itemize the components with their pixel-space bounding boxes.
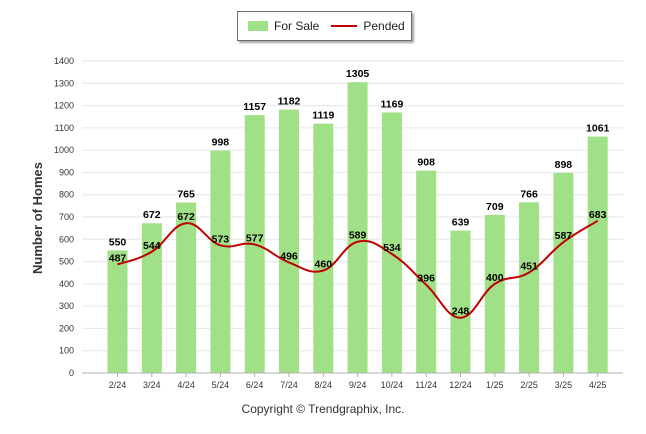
x-tick-label: 3/25 [555,380,573,390]
y-tick-label: 900 [59,167,74,177]
bar [279,109,299,373]
y-tick-label: 400 [59,279,74,289]
x-tick-label: 2/25 [520,380,538,390]
bar-value-label: 1157 [243,101,266,113]
legend-label-for-sale: For Sale [274,19,320,33]
legend-line-swatch [331,25,358,27]
y-tick-label: 1400 [54,56,74,66]
bar-value-label: 1182 [278,96,301,108]
x-tick-label: 4/24 [177,380,195,390]
line-value-label: 589 [349,230,367,242]
line-value-label: 487 [109,252,127,264]
line-value-label: 460 [315,258,333,270]
line-value-label: 400 [486,272,504,284]
line-value-label: 544 [143,240,161,252]
legend-bar-swatch [248,21,268,31]
chart-axes: 0 100 200 300 400 500 600 700 800 900 1000 1100 1200… [54,56,623,390]
bar-value-label: 1169 [381,98,404,110]
line-value-label: 573 [212,233,230,245]
x-tick-label: 9/24 [349,380,367,390]
data-labels: 550 672 765 998 1157 1182 1119 1305 1169 908 639 70… [109,68,610,318]
line-value-label: 451 [520,260,538,272]
line-value-label: 577 [246,232,264,244]
line-value-label: 248 [452,306,470,318]
bar [210,150,231,373]
y-tick-label: 700 [59,212,74,222]
bar [553,172,574,373]
x-tick-label: 10/24 [381,380,404,390]
line-value-label: 587 [555,230,573,242]
y-tick-label: 300 [59,301,74,311]
bar [587,136,608,373]
y-tick-label: 800 [59,190,74,200]
bar-value-label: 1305 [346,68,370,80]
y-tick-label: 1300 [54,78,74,88]
y-tick-label: 1100 [55,123,74,133]
bar [176,202,197,373]
x-tick-label: 4/25 [589,380,607,390]
bar [416,170,437,373]
y-tick-label: 500 [59,257,74,267]
bar [107,250,128,373]
legend-item-for-sale: For Sale [248,19,319,33]
x-tick-label: 12/24 [449,380,472,390]
line-value-label: 396 [417,273,435,285]
bar [313,123,334,373]
x-tick-label: 11/24 [415,380,437,390]
bar-series [107,82,608,374]
bar [519,202,540,373]
legend-item-pended: Pended [331,19,405,33]
y-axis-title: Number of Homes [30,162,45,274]
bar [484,214,505,373]
bar-value-label: 998 [212,137,230,149]
bar [347,82,368,374]
bar-value-label: 1119 [312,110,334,122]
bar [141,223,162,373]
bar-value-label: 898 [555,159,573,171]
line-value-label: 672 [177,211,195,223]
y-tick-label: 100 [59,346,74,356]
bar-value-label: 709 [486,201,504,213]
bar-value-label: 908 [417,157,435,169]
bar-value-label: 672 [143,209,161,221]
line-value-label: 534 [383,242,401,254]
copyright-text: Copyright © Trendgraphix, Inc. [241,402,405,416]
x-tick-label: 3/24 [143,380,161,390]
x-tick-label: 8/24 [315,380,333,390]
legend-label-pended: Pended [363,19,405,33]
bar-value-label: 1061 [586,123,610,135]
line-value-label: 496 [280,250,298,262]
x-tick-label: 5/24 [212,380,230,390]
bar-value-label: 550 [109,236,127,248]
bar-value-label: 639 [452,217,470,229]
y-tick-label: 1000 [54,145,74,155]
bar [381,112,402,373]
y-tick-label: 600 [59,234,74,244]
bar-value-label: 765 [177,189,195,201]
x-tick-label: 1/25 [486,380,504,390]
pended-line [117,219,599,319]
bar-value-label: 766 [520,188,538,200]
y-tick-label: 200 [59,323,74,333]
y-tick-label: 1200 [54,101,74,111]
y-tick-label: 0 [69,368,74,378]
legend: For Sale Pended [237,11,412,41]
x-tick-label: 7/24 [280,380,298,390]
x-tick-label: 6/24 [246,380,264,390]
line-value-label: 683 [589,209,607,221]
line-series [117,219,599,319]
bar [450,230,471,373]
x-tick-label: 2/24 [109,380,127,390]
